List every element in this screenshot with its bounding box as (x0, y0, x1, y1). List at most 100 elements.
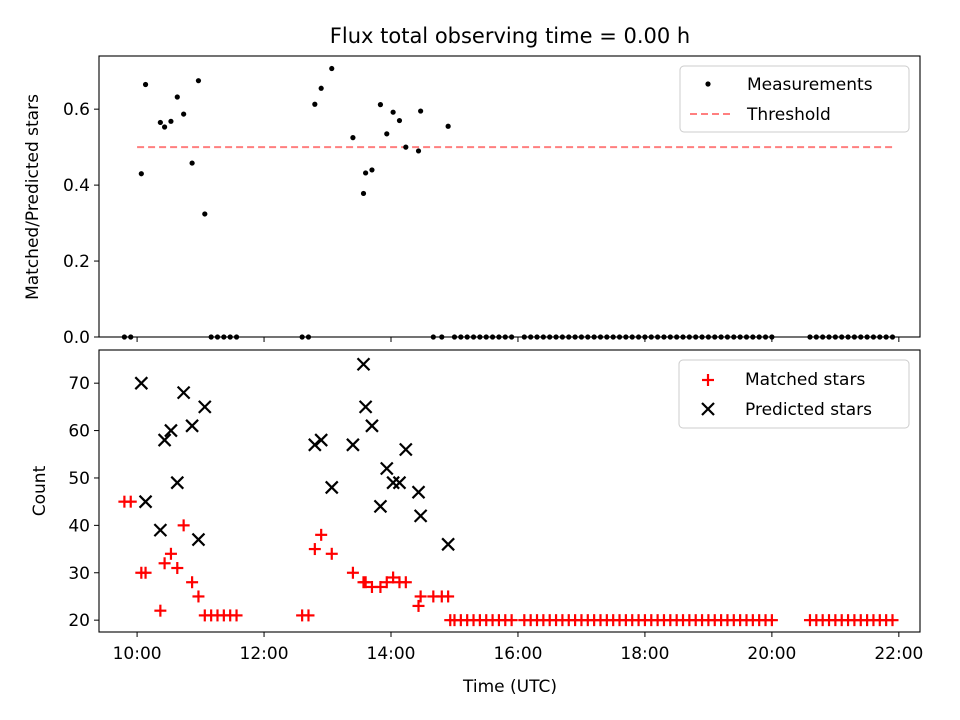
measurement-point (377, 102, 384, 108)
top-y-tick-label: 0.4 (63, 176, 90, 196)
matched-star-point (158, 557, 171, 570)
measurement-point (161, 124, 168, 130)
bottom-data-points (118, 357, 899, 627)
matched-star-point (399, 576, 412, 589)
measurement-point (312, 101, 318, 107)
measurement-point (318, 85, 324, 91)
measurement-point (174, 94, 180, 100)
predicted-star-point (358, 400, 373, 414)
bottom-axes-frame (98, 349, 921, 633)
predicted-star-point (134, 376, 149, 390)
legend-predicted-marker (701, 402, 715, 416)
matched-star-point (192, 590, 205, 603)
matched-star-point (359, 576, 372, 589)
matched-star-point (325, 547, 338, 560)
top-y-ticks: 0.0 0.2 0.4 0.6 (63, 100, 99, 348)
measurement-point (189, 160, 195, 166)
legend-matched-label: Matched stars (745, 370, 865, 390)
measurement-point (157, 119, 163, 126)
predicted-star-point (138, 494, 153, 509)
matched-star-point (346, 566, 359, 579)
measurement-point (369, 167, 375, 173)
matched-star-point (177, 519, 190, 532)
matched-star-point (139, 566, 152, 579)
bottom-y-axis-label: Count (30, 465, 50, 516)
predicted-star-point (157, 433, 172, 447)
matched-star-point (442, 590, 455, 603)
measurement-point (390, 109, 396, 115)
x-tick-label: 20:00 (747, 644, 796, 664)
top-axes-frame (98, 55, 921, 338)
predicted-star-point (185, 419, 199, 433)
bottom-y-tick-label: 60 (68, 422, 90, 442)
bottom-panel: 20 30 40 50 60 70 10:00 12:00 14:00 16:00 18:00 20… (30, 349, 923, 697)
predicted-star-point (392, 475, 407, 490)
top-y-axis-label: Matched/Predicted stars (23, 94, 43, 300)
predicted-star-point (308, 438, 322, 452)
measurement-point (403, 144, 409, 150)
predicted-star-point (346, 438, 360, 452)
measurement-point (168, 118, 174, 124)
figure-title: Flux total observing time = 0.00 h (330, 24, 690, 48)
x-axis-label: Time (UTC) (462, 677, 557, 697)
matched-star-point (124, 495, 137, 508)
x-tick-label: 18:00 (620, 644, 669, 664)
bottom-y-tick-label: 70 (68, 374, 90, 394)
top-legend-frame (679, 65, 910, 133)
predicted-star-point (164, 423, 178, 438)
x-tick-label: 10:00 (113, 644, 162, 664)
matched-star-point (315, 528, 328, 541)
matched-star-point (171, 562, 184, 575)
predicted-star-point (411, 485, 426, 499)
predicted-star-point (170, 475, 185, 490)
x-tick-label: 14:00 (367, 644, 416, 664)
measurement-point (445, 123, 451, 129)
bottom-y-tick-label: 20 (68, 611, 90, 631)
bottom-legend-frame (678, 359, 910, 429)
predicted-star-point (379, 461, 394, 476)
measurement-point (418, 108, 424, 114)
bottom-x-ticks: 10:00 12:00 14:00 16:00 18:00 20:00 22:00 (113, 632, 923, 664)
bottom-y-ticks: 20 30 40 50 60 70 (68, 374, 99, 631)
matched-star-point (154, 604, 167, 617)
measurement-point (415, 148, 422, 154)
matched-star-point (505, 614, 518, 627)
top-legend: Measurements Threshold (679, 65, 910, 133)
top-y-tick-label: 0.0 (63, 328, 90, 348)
measurement-point (384, 131, 390, 137)
measurement-point (195, 78, 202, 84)
x-tick-label: 12:00 (240, 644, 289, 664)
predicted-star-point (399, 442, 413, 457)
predicted-star-point (191, 532, 206, 547)
matched-star-point (186, 576, 199, 589)
predicted-star-point (198, 400, 212, 414)
matched-star-point (414, 590, 427, 603)
measurement-point (202, 211, 208, 217)
bottom-y-tick-label: 40 (68, 516, 90, 536)
matched-star-point (374, 580, 387, 593)
predicted-star-point (153, 523, 168, 537)
matched-star-point (412, 599, 425, 612)
top-y-tick-label: 0.2 (63, 252, 90, 272)
matched-star-point (308, 543, 321, 556)
predicted-star-point (386, 475, 400, 490)
measurement-point (396, 117, 403, 124)
measurement-point (363, 170, 369, 176)
measurement-point (329, 65, 335, 72)
predicted-star-point (365, 419, 379, 433)
predicted-star-point (441, 537, 455, 552)
matched-star-point (164, 547, 177, 560)
top-panel: 0.0 0.2 0.4 0.6 Matched/Predicted stars Mea… (23, 55, 921, 348)
measurement-point (360, 190, 367, 197)
legend-measurements-label: Measurements (747, 75, 873, 95)
matched-star-point (765, 614, 778, 627)
bottom-y-tick-label: 30 (68, 564, 90, 584)
legend-threshold-label: Threshold (746, 105, 831, 125)
predicted-star-point (356, 357, 371, 371)
bottom-y-tick-label: 50 (68, 469, 90, 489)
x-tick-label: 22:00 (874, 644, 923, 664)
matched-star-point (302, 609, 315, 622)
measurement-point (142, 81, 149, 88)
legend-predicted-label: Predicted stars (745, 400, 872, 420)
